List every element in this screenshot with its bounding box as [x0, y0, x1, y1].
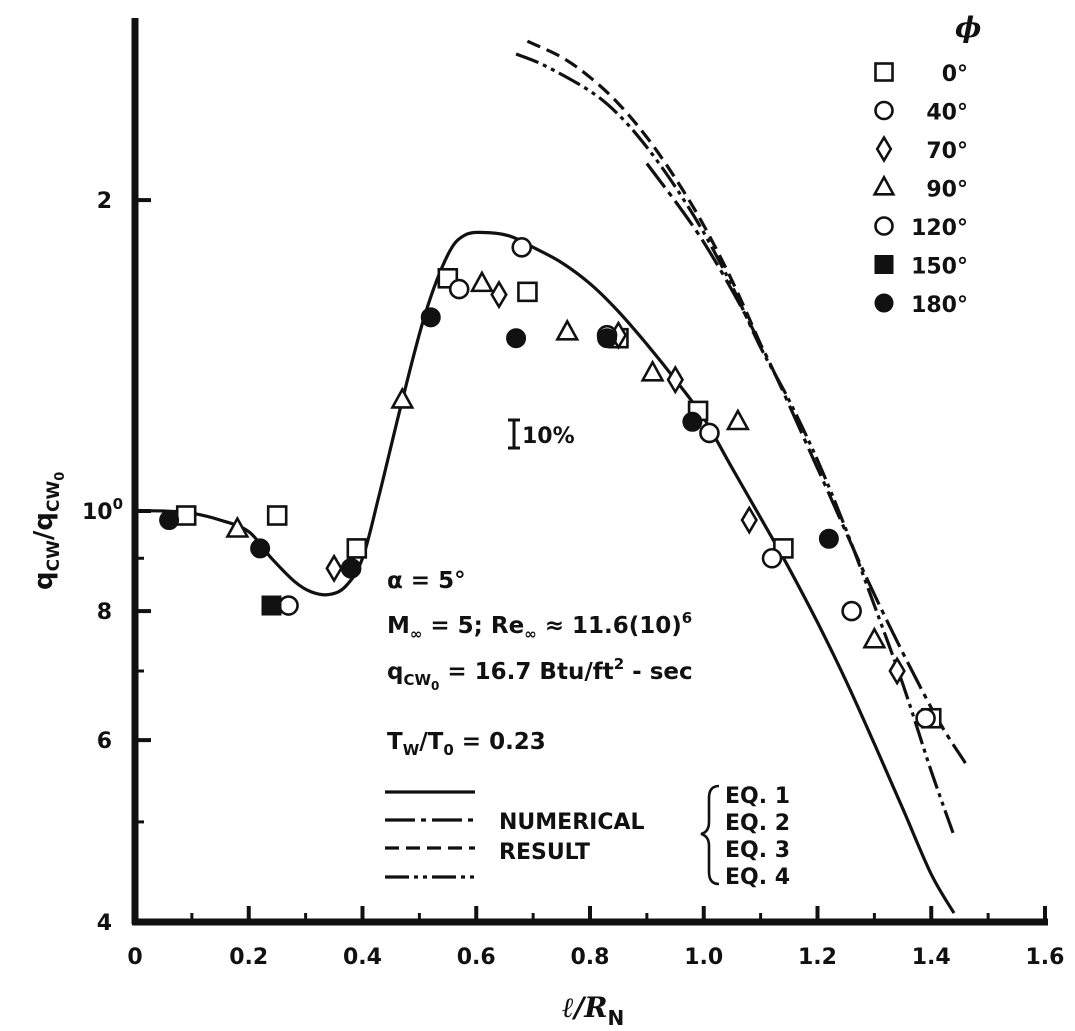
y-tick-label: 2: [97, 189, 112, 214]
data-point-phi-180: [818, 528, 839, 549]
data-markers: [159, 237, 942, 729]
x-tick-label: 1.0: [684, 945, 723, 970]
legend-label-phi-70: 70°: [926, 139, 968, 164]
data-point-phi-180: [159, 510, 180, 531]
legend-label-phi-90: 90°: [926, 178, 968, 203]
legend-brace: [700, 784, 720, 886]
note-mach-re: M∞ = 5; Re∞ ≈ 11.6(10)6: [387, 609, 692, 643]
data-point-phi-90: [390, 386, 415, 409]
y-title-sub1: CW: [44, 540, 64, 571]
data-point-phi-0: [517, 281, 538, 303]
note-temp-ratio: TW/T0 = 0.23: [387, 729, 546, 759]
data-point-phi-40: [841, 600, 862, 622]
legend-label-phi-0: 0°: [942, 62, 968, 87]
legend-marker-phi-70: [875, 134, 893, 164]
curve-eq-4: [515, 52, 956, 837]
x-tick-label: 1.6: [1026, 945, 1065, 970]
legend-marker-phi-90: [872, 174, 896, 196]
data-point-phi-120: [915, 707, 936, 729]
data-point-phi-0: [346, 538, 368, 559]
y-title-mid: /q: [29, 512, 59, 540]
error-bar-label: 10%: [522, 424, 575, 449]
y-tick-label: 100: [82, 495, 123, 525]
data-point-phi-90: [640, 359, 665, 382]
x-axis-title: ℓ/RN: [561, 991, 624, 1030]
data-point-phi-40: [761, 547, 783, 569]
curves: [134, 39, 967, 914]
data-point-phi-0: [266, 505, 288, 526]
data-point-phi-90: [725, 408, 750, 431]
error-bar-10pct: 10%: [508, 418, 575, 450]
data-point-phi-70: [490, 279, 508, 310]
line-legend: NUMERICAL RESULT EQ. 1 EQ. 2 EQ. 3 EQ. 4: [385, 784, 790, 890]
y-title-sub3: 0: [53, 472, 68, 481]
y-tick-label: 4: [97, 911, 112, 936]
legend-label-phi-180: 180°: [911, 293, 968, 318]
data-point-phi-40: [511, 237, 533, 258]
legend-eq-1: EQ. 1: [725, 784, 790, 809]
data-point-phi-90: [862, 626, 887, 649]
data-point-phi-180: [506, 328, 527, 349]
legend-label-phi-40: 40°: [926, 101, 968, 126]
legend-marker-phi-120: [874, 216, 894, 236]
data-point-phi-90: [225, 515, 250, 538]
data-point-phi-150: [261, 595, 282, 616]
data-point-phi-180: [420, 307, 441, 328]
x-title-sub: N: [607, 1006, 624, 1030]
legend-numerical: NUMERICAL: [499, 810, 645, 835]
note-alpha: α = 5°: [387, 568, 466, 594]
y-axis-title: qCW/qCW0: [29, 472, 68, 590]
data-point-phi-40: [278, 595, 299, 616]
y-tick-label: 6: [97, 729, 112, 754]
y-title-main: q: [29, 571, 59, 590]
legend-label-phi-150: 150°: [911, 255, 968, 280]
curve-eq-3: [526, 39, 763, 345]
data-point-phi-180: [250, 538, 271, 559]
x-tick-label: 0.2: [229, 945, 268, 970]
data-point-phi-70: [666, 365, 685, 395]
curve-eq-1: [134, 230, 956, 914]
legend-marker-phi-150: [874, 255, 894, 274]
legend-eq-3: EQ. 3: [725, 838, 790, 863]
legend-label-phi-120: 120°: [911, 216, 968, 241]
data-point-phi-40: [699, 422, 720, 444]
legend-marker-phi-180: [874, 293, 894, 313]
x-tick-label: 0: [127, 945, 142, 970]
data-point-phi-180: [597, 328, 618, 349]
x-tick-label: 0.8: [571, 945, 610, 970]
x-tick-label: 0.6: [457, 945, 496, 970]
x-tick-label: 0.4: [343, 945, 382, 970]
data-point-phi-40: [448, 278, 470, 300]
data-point-phi-90: [555, 318, 580, 341]
legend-result: RESULT: [499, 840, 590, 865]
marker-legend: ϕ 0° 40° 70° 90° 120° 150° 180°: [872, 11, 981, 318]
legend-eq-4: EQ. 4: [725, 865, 790, 890]
condition-notes: α = 5° M∞ = 5; Re∞ ≈ 11.6(10)6 qCW0 = 16…: [387, 568, 693, 759]
data-point-phi-180: [341, 558, 362, 579]
axes: [131, 18, 1048, 926]
y-tick-label: 8: [97, 600, 112, 625]
y-title-sub2: CW: [44, 481, 64, 512]
data-point-phi-70: [325, 553, 343, 584]
data-point-phi-0: [175, 505, 197, 526]
x-title-main: ℓ/R: [561, 991, 607, 1024]
note-q-ref: qCW0 = 16.7 Btu/ft2 - sec: [387, 655, 693, 693]
legend-marker-phi-0: [874, 62, 894, 82]
x-tick-label: 1.2: [798, 945, 837, 970]
legend-marker-phi-40: [874, 100, 894, 121]
legend-eq-2: EQ. 2: [725, 811, 790, 836]
marker-legend-title: ϕ: [955, 11, 981, 44]
curve-eq-2: [645, 162, 967, 764]
tick-labels: 0 0.2 0.4 0.6 0.8 1.0 1.2 1.4 1.6 4 6 8 100 2: [82, 189, 1064, 970]
data-point-phi-180: [682, 411, 703, 432]
data-point-phi-90: [469, 270, 495, 293]
data-point-phi-70: [888, 656, 906, 686]
data-point-phi-70: [740, 505, 758, 535]
x-tick-label: 1.4: [912, 945, 951, 970]
